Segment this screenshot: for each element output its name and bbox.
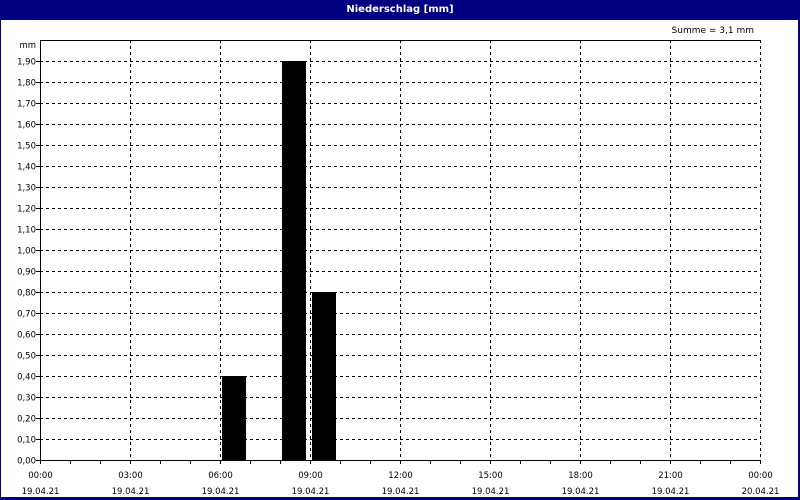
y-tick-label: 1,80: [17, 79, 36, 89]
sum-label: Summe = 3,1 mm: [671, 26, 754, 36]
x-tick-label-time: 09:00: [298, 471, 323, 481]
x-tick-label-time: 00:00: [28, 471, 53, 481]
x-tick-label-time: 21:00: [658, 471, 683, 481]
y-tick-label: 0,90: [17, 268, 36, 278]
y-tick-label: 1,00: [17, 247, 36, 257]
x-tick-label-time: 18:00: [568, 471, 593, 481]
x-tick-label-time: 00:00: [748, 471, 773, 481]
y-tick-label: 1,90: [17, 58, 36, 68]
y-tick-label: 1,30: [17, 184, 36, 194]
y-tick-label: 0,70: [17, 310, 36, 320]
y-tick-label: 0,00: [17, 457, 36, 467]
x-tick-label-date: 20.04.21: [742, 487, 780, 497]
y-tick-label: 0,50: [17, 352, 36, 362]
x-tick-label-date: 19.04.21: [202, 487, 240, 497]
x-tick-label-date: 19.04.21: [22, 487, 60, 497]
y-tick-label: 1,10: [17, 226, 36, 236]
y-tick-label: 1,70: [17, 100, 36, 110]
y-tick-label: 0,10: [17, 436, 36, 446]
window-title: Niederschlag [mm]: [0, 0, 800, 20]
x-tick-label-date: 19.04.21: [112, 487, 150, 497]
y-tick-label: 0,80: [17, 289, 36, 299]
bar: [312, 292, 336, 460]
y-tick-label: 1,50: [17, 142, 36, 152]
y-axis-label: mm: [19, 41, 36, 51]
x-tick-label-time: 06:00: [208, 471, 233, 481]
x-tick-label-date: 19.04.21: [652, 487, 690, 497]
y-tick-label: 0,60: [17, 331, 36, 341]
x-tick-label-time: 03:00: [118, 471, 143, 481]
x-tick-label-date: 19.04.21: [472, 487, 510, 497]
x-tick-label-date: 19.04.21: [562, 487, 600, 497]
y-tick-label: 0,40: [17, 373, 36, 383]
x-tick-label-time: 12:00: [388, 471, 413, 481]
y-tick-label: 1,40: [17, 163, 36, 173]
bar: [222, 376, 246, 460]
y-tick-label: 1,60: [17, 121, 36, 131]
x-tick-label-date: 19.04.21: [382, 487, 420, 497]
y-tick-label: 0,30: [17, 394, 36, 404]
y-tick-label: 1,20: [17, 205, 36, 215]
bar: [282, 61, 306, 460]
x-tick-label-date: 19.04.21: [292, 487, 330, 497]
y-tick-label: 0,20: [17, 415, 36, 425]
x-tick-label-time: 15:00: [478, 471, 503, 481]
chart-panel: Summe = 3,1 mm: [1, 20, 798, 497]
